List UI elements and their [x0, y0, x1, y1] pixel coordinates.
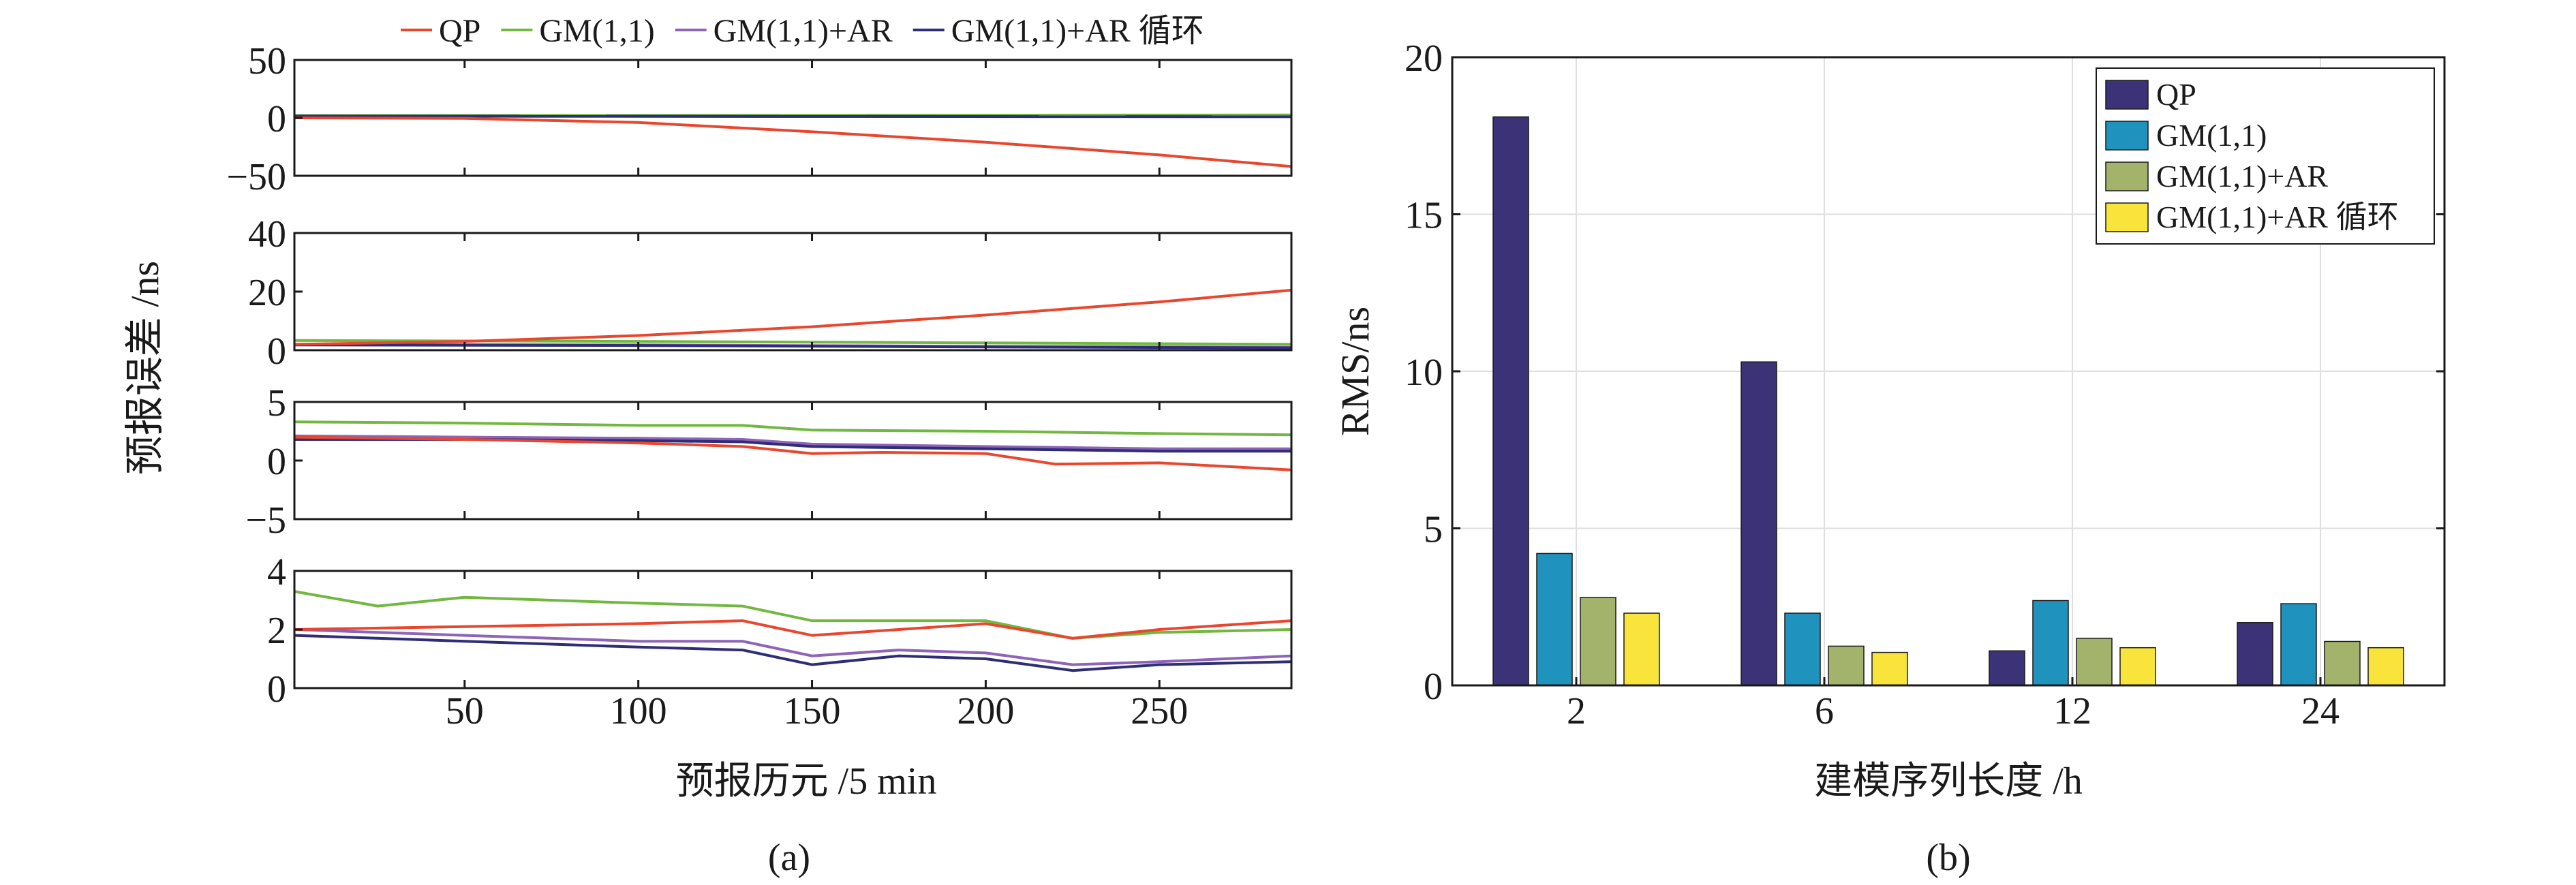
- legend-a-label-gm-1-1-ar: GM(1,1)+AR: [714, 13, 893, 49]
- subplot-4-ytick-label: 4: [267, 551, 286, 593]
- legend-b-label-gm-1-1-ar: GM(1,1)+AR 循环: [2156, 200, 2399, 234]
- legend-b: QP GM(1,1) GM(1,1)+AR GM(1,1)+AR 循环: [2096, 67, 2435, 245]
- panel-b-caption: (b): [1926, 837, 1970, 879]
- legend-b-swatch-gm-1-1-ar: [2105, 202, 2149, 232]
- legend-b-box: [2096, 67, 2435, 245]
- subplot-3-frame: [293, 401, 1293, 521]
- subplot-3: −5 0 5: [245, 382, 1293, 542]
- legend-b-label-gm-1-1: GM(1,1): [2156, 118, 2267, 153]
- subplot-2-ytick-label: 40: [248, 213, 286, 255]
- bar-gm-1-1-12: [2032, 600, 2069, 686]
- bar-ytick-label: 0: [1424, 666, 1443, 708]
- xtick-label-a: 200: [957, 690, 1014, 732]
- xtick-label-a: 100: [610, 690, 667, 732]
- panel-b-xlabel: 建模序列长度 /h: [1814, 760, 2083, 803]
- legend-a-label-gm-1-1-ar: GM(1,1)+AR 循环: [951, 13, 1204, 49]
- bar-xtick-label: 6: [1815, 690, 1834, 732]
- subplot-3-ytick-label: 5: [267, 382, 286, 424]
- panel-a-xlabel: 预报历元 /5 min: [676, 760, 937, 803]
- bar-gm-1-1-6: [1784, 612, 1821, 686]
- panel-a-caption: (a): [768, 837, 810, 879]
- subplot-4-ytick-label: 2: [267, 610, 286, 652]
- bar-qp-24: [2237, 622, 2273, 686]
- subplot-3-line-gm-1-1-ar: [294, 434, 1291, 450]
- subplot-4-line-qp: [294, 619, 1292, 640]
- legend-b-swatch-qp: [2105, 80, 2149, 110]
- legend-b-swatch-gm-1-1: [2105, 121, 2149, 151]
- subplot-2: 0 20 40: [248, 213, 1293, 373]
- subplot-4-line-gm-1-1: [294, 590, 1292, 640]
- bar-gm-1-1-24: [2280, 603, 2317, 686]
- bar-gm-1-1-ar-6: [1871, 651, 1908, 686]
- legend-b-swatch-gm-1-1-ar: [2105, 161, 2149, 191]
- bar-ytick-label: 5: [1424, 509, 1443, 551]
- subplot-1: −50 0 50: [226, 40, 1293, 198]
- bar-gm-1-1-2: [1536, 553, 1573, 686]
- bar-qp-6: [1741, 361, 1777, 686]
- bar-gm-1-1-ar-24: [2324, 640, 2361, 686]
- bar-gm-1-1-ar-2: [1623, 612, 1660, 686]
- subplot-2-line-qp: [294, 288, 1292, 346]
- bar-xtick-label: 24: [2301, 690, 2340, 732]
- bar-ytick-label: 15: [1405, 195, 1443, 237]
- subplot-1-line-gm-1-1-ar: [294, 114, 1292, 119]
- subplot-3-ytick-label: 0: [267, 441, 286, 483]
- panel-a-line-charts: QP GM(1,1) GM(1,1)+AR GM(1,1)+AR 循环 −500500…: [123, 13, 1293, 879]
- legend-a-label-qp: QP: [439, 13, 480, 49]
- panel-b-bar-chart: 0 5 10 15 20 2 6 12 24 QP GM(1,1) GM(1,1)+AR GM(1,1…: [1333, 37, 2446, 879]
- bar-xtick-label: 2: [1567, 690, 1586, 732]
- bar-ytick-label: 20: [1405, 37, 1443, 80]
- bar-axis: 0 5 10 15 20 2 6 12 24: [1405, 37, 2444, 732]
- subplot-4-line-gm-1-1-ar: [294, 628, 1292, 666]
- bar-gm-1-1-ar-24: [2367, 647, 2404, 686]
- legend-b-label-qp: QP: [2156, 77, 2196, 112]
- subplot-4-ytick-label: 0: [267, 668, 286, 711]
- legend-a: QP GM(1,1) GM(1,1)+AR GM(1,1)+AR 循环: [401, 13, 1204, 49]
- subplot-4-line-gm-1-1-ar: [294, 634, 1292, 672]
- subplot-2-line-gm-1-1-ar: [294, 343, 1292, 350]
- bar-gm-1-1-ar-2: [1580, 597, 1616, 686]
- subplot-4: 0 2 4: [267, 551, 1293, 711]
- subplot-1-ytick-label: −50: [226, 156, 286, 198]
- xtick-label-a: 250: [1131, 690, 1188, 732]
- bar-xtick-label: 12: [2053, 690, 2091, 732]
- subplot-3-ytick-label: −5: [245, 499, 286, 542]
- bar-gm-1-1-ar-6: [1828, 645, 1865, 686]
- panel-b-ylabel: RMS/ns: [1333, 307, 1377, 436]
- subplot-4-frame: [293, 570, 1293, 689]
- legend-b-label-gm-1-1-ar: GM(1,1)+AR: [2156, 159, 2328, 193]
- subplot-2-frame: [293, 232, 1293, 352]
- bar-ytick-label: 10: [1405, 352, 1443, 394]
- bar-gm-1-1-ar-12: [2119, 647, 2156, 686]
- subplot-3-line-gm-1-1: [294, 420, 1292, 437]
- xtick-label-a: 50: [446, 690, 484, 732]
- subplot-2-ytick-label: 0: [267, 330, 286, 373]
- subplot-1-ytick-label: 0: [267, 98, 286, 140]
- bar-qp-2: [1492, 116, 1529, 686]
- subplot-2-ytick-label: 20: [248, 272, 286, 314]
- xtick-label-a: 150: [784, 690, 841, 732]
- subplot-1-ytick-label: 50: [248, 40, 286, 82]
- bar-gm-1-1-ar-12: [2076, 638, 2113, 686]
- legend-a-label-gm-1-1: GM(1,1): [539, 13, 654, 49]
- subplot-3-line-qp: [294, 435, 1292, 471]
- subplot-1-line-qp: [294, 117, 1292, 168]
- bar-qp-12: [1989, 650, 2025, 686]
- panel-a-ylabel: 预报误差 /ns: [123, 261, 167, 475]
